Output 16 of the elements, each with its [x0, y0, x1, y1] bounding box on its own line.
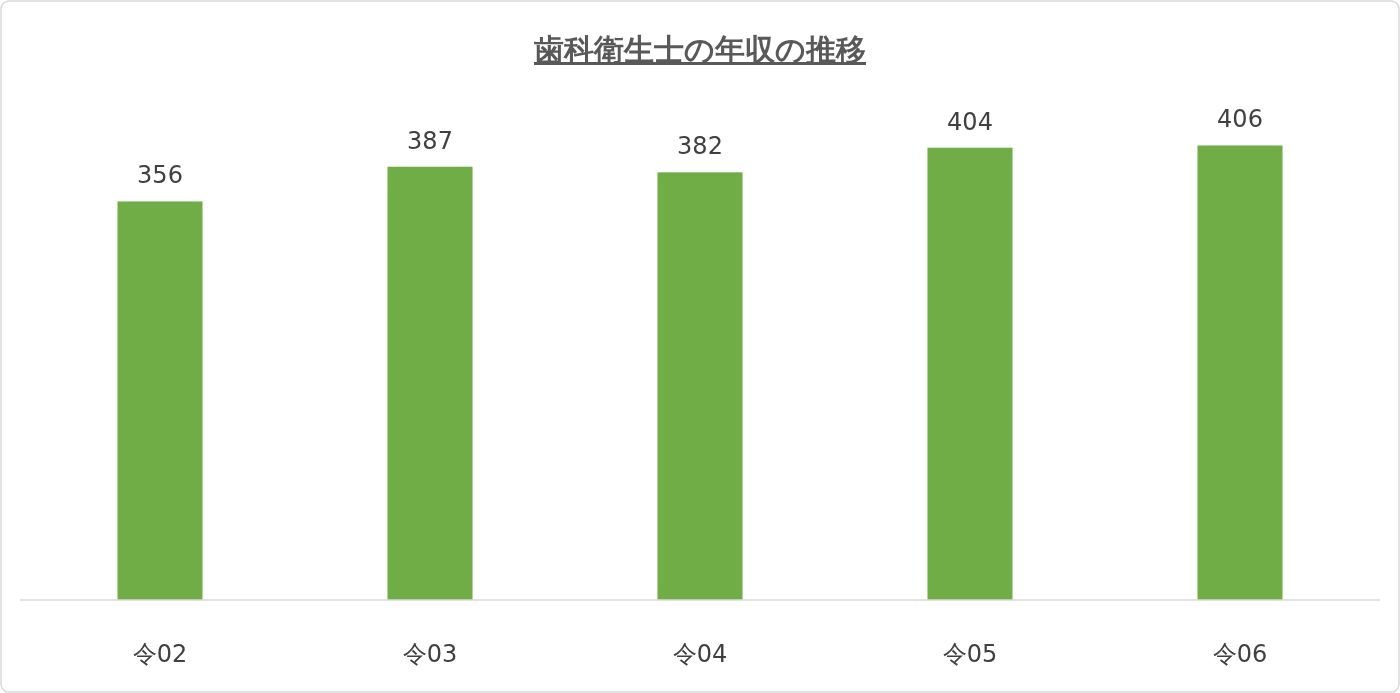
- data-label: 387: [407, 126, 453, 155]
- x-tick-label: 令04: [672, 640, 728, 668]
- x-tick-label: 令02: [132, 640, 188, 668]
- bar: [117, 201, 203, 600]
- x-tick-label: 令06: [1212, 640, 1268, 668]
- bar: [657, 172, 743, 600]
- x-tick-label: 令05: [942, 640, 998, 668]
- chart-title: 歯科衛生士の年収の推移: [534, 32, 866, 67]
- bar: [927, 147, 1013, 600]
- data-label: 404: [947, 107, 993, 136]
- data-label: 406: [1217, 105, 1263, 134]
- bar: [387, 166, 473, 600]
- bar: [1197, 145, 1283, 600]
- x-tick-label: 令03: [402, 640, 458, 668]
- data-label: 356: [137, 161, 183, 190]
- data-label: 382: [677, 132, 723, 161]
